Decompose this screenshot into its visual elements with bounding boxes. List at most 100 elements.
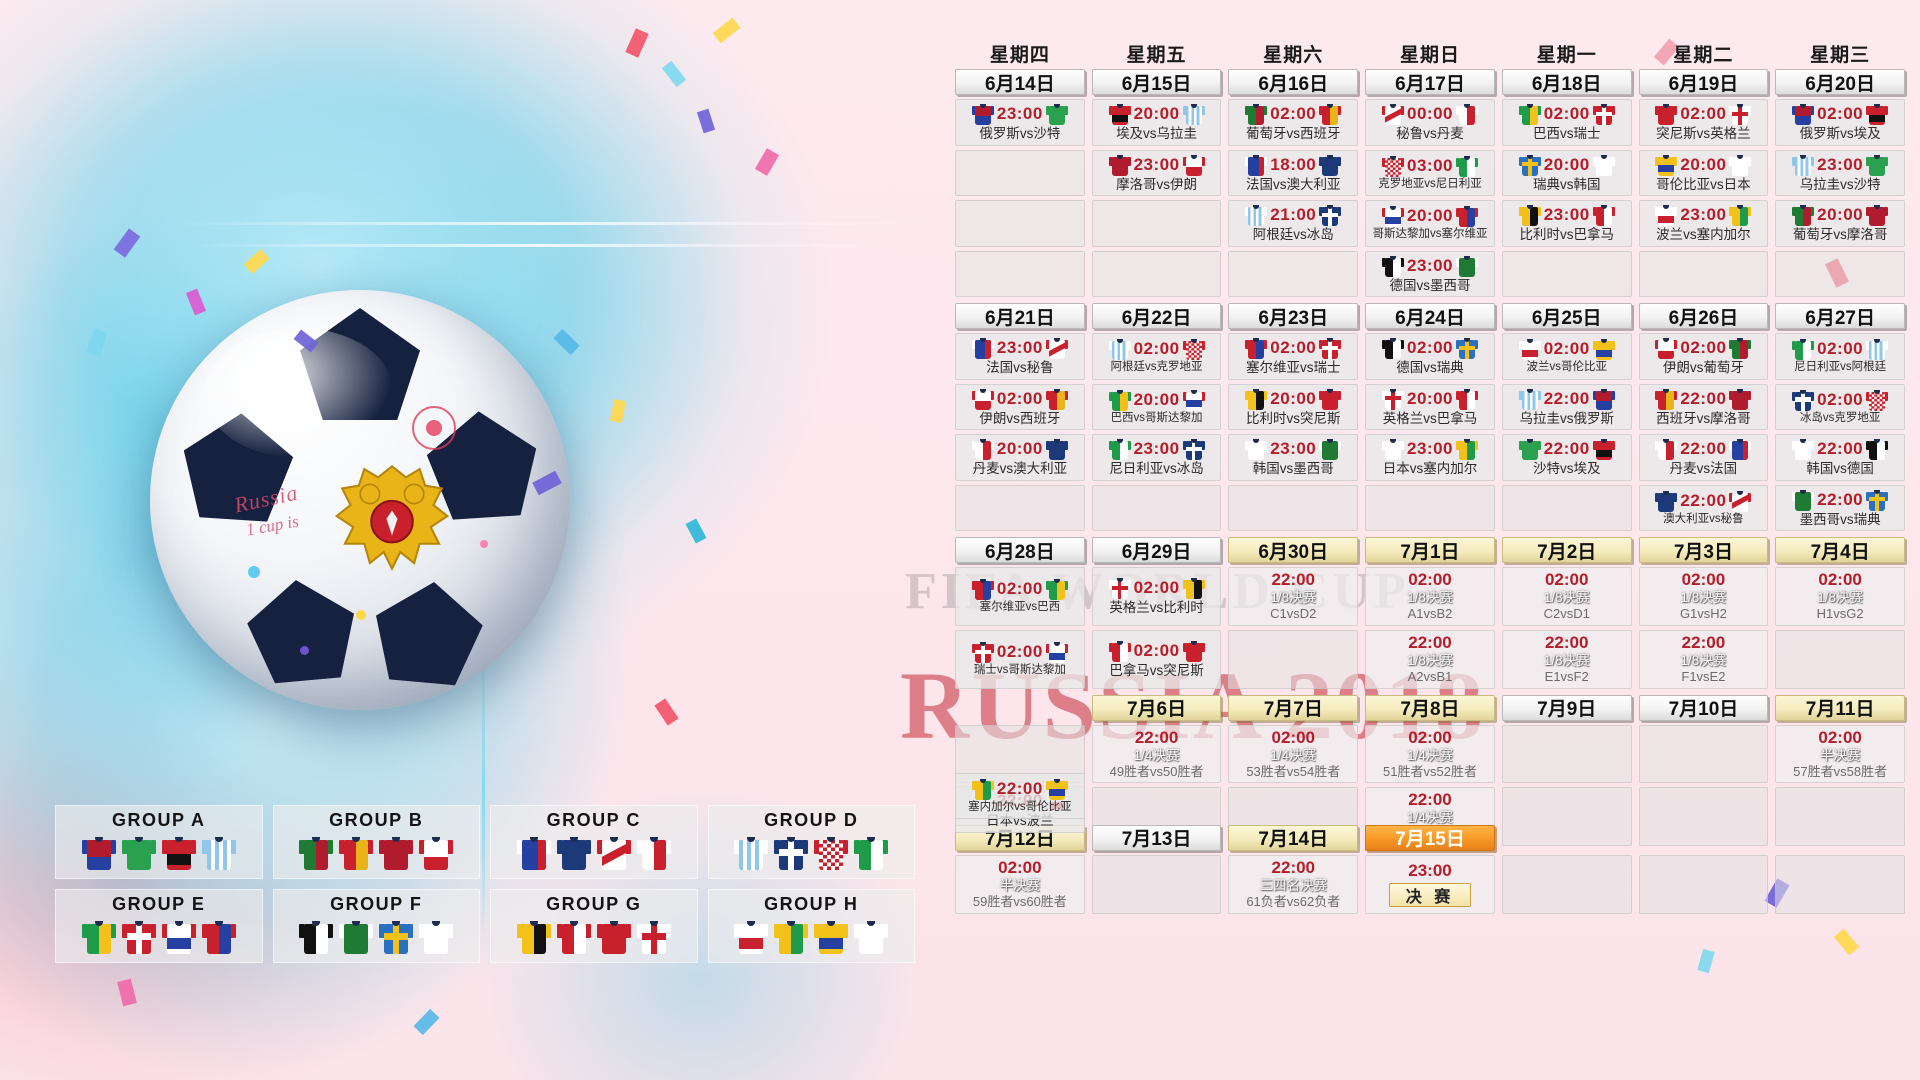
final-match-cell[interactable]: 23:00 决 赛 (1365, 854, 1495, 914)
date-cell-7月7日[interactable]: 7月7日 (1228, 694, 1359, 721)
knockout-match-cell[interactable]: 22:00 1/4决赛 49胜者vs50胜者 (1091, 724, 1222, 784)
match-cell[interactable]: 23:00 乌拉圭vs沙特 (1775, 149, 1905, 197)
match-cell[interactable]: 20:00 埃及vs乌拉圭 (1091, 99, 1222, 146)
knockout-match-cell[interactable]: 02:00 半决赛 57胜者vs58胜者 (1775, 724, 1905, 784)
match-cell[interactable]: 23:00 摩洛哥vs伊朗 (1091, 149, 1222, 197)
date-cell-6月25日[interactable]: 6月25日 (1501, 303, 1632, 330)
date-cell-6月22日[interactable]: 6月22日 (1091, 303, 1222, 330)
group-box-group-h[interactable]: GROUP H (707, 889, 915, 963)
group-box-group-f[interactable]: GROUP F (272, 889, 480, 963)
date-cell-6月29日[interactable]: 6月29日 (1091, 537, 1222, 564)
group-box-group-a[interactable]: GROUP A (55, 805, 263, 879)
match-cell[interactable]: 23:00 比利时vs巴拿马 (1501, 200, 1632, 247)
match-cell[interactable]: 20:00 哥斯达黎加vs塞尔维亚 (1365, 200, 1495, 247)
match-cell[interactable]: 02:00 伊朗vs西班牙 (955, 383, 1085, 431)
date-cell-6月28日[interactable]: 6月28日 (955, 537, 1085, 564)
match-cell[interactable]: 21:00 阿根廷vs冰岛 (1228, 200, 1359, 247)
group-box-group-e[interactable]: GROUP E (55, 889, 263, 963)
date-cell-6月18日[interactable]: 6月18日 (1501, 69, 1632, 95)
date-cell-6月23日[interactable]: 6月23日 (1228, 303, 1359, 330)
match-cell[interactable]: 20:00 瑞典vs韩国 (1501, 149, 1632, 197)
match-cell[interactable]: 02:00 俄罗斯vs埃及 (1775, 99, 1905, 146)
match-cell[interactable]: 02:00 英格兰vs比利时 (1091, 567, 1222, 626)
match-cell[interactable]: 22:00 塞内加尔vs哥伦比亚 (955, 772, 1085, 819)
match-cell[interactable]: 03:00 克罗地亚vs尼日利亚 (1365, 149, 1495, 197)
match-cell[interactable]: 22:00 乌拉圭vs俄罗斯 (1501, 383, 1632, 431)
date-cell-7月9日[interactable]: 7月9日 (1501, 694, 1632, 721)
match-cell[interactable]: 22:00 墨西哥vs瑞典 (1775, 484, 1905, 532)
date-cell-6月30日[interactable]: 6月30日 (1228, 537, 1359, 564)
match-cell[interactable]: 02:00 巴拿马vs突尼斯 (1091, 629, 1222, 689)
match-cell[interactable]: 02:00 葡萄牙vs西班牙 (1228, 99, 1359, 146)
match-cell[interactable]: 23:00 韩国vs墨西哥 (1228, 434, 1359, 481)
match-cell[interactable]: 02:00 波兰vs哥伦比亚 (1501, 333, 1632, 380)
match-cell[interactable]: 22:00 韩国vs德国 (1775, 434, 1905, 481)
date-cell-7月1日[interactable]: 7月1日 (1365, 537, 1495, 564)
date-cell-6月14日[interactable]: 6月14日 (955, 69, 1085, 95)
date-cell-6月27日[interactable]: 6月27日 (1775, 303, 1905, 330)
match-cell[interactable]: 23:00 尼日利亚vs冰岛 (1091, 434, 1222, 481)
date-cell-6月17日[interactable]: 6月17日 (1365, 69, 1495, 95)
match-cell[interactable]: 18:00 法国vs澳大利亚 (1228, 149, 1359, 197)
knockout-match-cell[interactable]: 22:00 三四名决赛 61负者vs62负者 (1228, 854, 1359, 914)
knockout-match-cell[interactable]: 02:00 1/4决赛 53胜者vs54胜者 (1228, 724, 1359, 784)
match-cell[interactable]: 20:00 比利时vs突尼斯 (1228, 383, 1359, 431)
match-cell[interactable]: 02:00 瑞士vs哥斯达黎加 (955, 629, 1085, 689)
match-cell[interactable]: 20:00 英格兰vs巴拿马 (1365, 383, 1495, 431)
match-cell[interactable]: 22:00 西班牙vs摩洛哥 (1638, 383, 1769, 431)
group-box-group-g[interactable]: GROUP G (490, 889, 698, 963)
date-cell-7月11日[interactable]: 7月11日 (1775, 694, 1905, 721)
date-cell-7月2日[interactable]: 7月2日 (1501, 537, 1632, 564)
group-box-group-c[interactable]: GROUP C (490, 805, 698, 879)
match-cell[interactable]: 02:00 冰岛vs克罗地亚 (1775, 383, 1905, 431)
knockout-match-cell[interactable]: 02:00 半决赛 59胜者vs60胜者 (955, 854, 1085, 914)
knockout-match-cell[interactable]: 02:00 1/8决赛 H1vsG2 (1775, 567, 1905, 626)
date-cell-6月21日[interactable]: 6月21日 (955, 303, 1085, 330)
match-cell[interactable]: 22:00 澳大利亚vs秘鲁 (1638, 484, 1769, 532)
match-cell[interactable]: 20:00 丹麦vs澳大利亚 (955, 434, 1085, 481)
knockout-match-cell[interactable]: 22:00 1/8决赛 E1vsF2 (1501, 629, 1632, 689)
knockout-match-cell[interactable]: 22:00 1/8决赛 A2vsB1 (1365, 629, 1495, 689)
date-cell-6月20日[interactable]: 6月20日 (1775, 69, 1905, 95)
match-cell[interactable]: 22:00 沙特vs埃及 (1501, 434, 1632, 481)
date-cell-7月6日[interactable]: 7月6日 (1091, 694, 1222, 721)
date-cell-7月3日[interactable]: 7月3日 (1638, 537, 1769, 564)
date-cell-7月4日[interactable]: 7月4日 (1775, 537, 1905, 564)
knockout-match-cell[interactable]: 22:00 1/8决赛 C1vsD2 (1228, 567, 1359, 626)
date-cell-6月16日[interactable]: 6月16日 (1228, 69, 1359, 95)
knockout-match-cell[interactable]: 02:00 1/8决赛 C2vsD1 (1501, 567, 1632, 626)
group-box-group-d[interactable]: GROUP D (707, 805, 915, 879)
match-cell[interactable]: 20:00 巴西vs哥斯达黎加 (1091, 383, 1222, 431)
knockout-match-cell[interactable]: 02:00 1/4决赛 51胜者vs52胜者 (1365, 724, 1495, 784)
date-cell-6月19日[interactable]: 6月19日 (1638, 69, 1769, 95)
match-cell[interactable]: 02:00 尼日利亚vs阿根廷 (1775, 333, 1905, 380)
date-cell-7月14日[interactable]: 7月14日 (1228, 824, 1359, 851)
match-cell[interactable]: 02:00 塞尔维亚vs瑞士 (1228, 333, 1359, 380)
match-cell[interactable]: 23:00 日本vs塞内加尔 (1365, 434, 1495, 481)
match-cell[interactable]: 02:00 德国vs瑞典 (1365, 333, 1495, 380)
knockout-match-cell[interactable]: 02:00 1/8决赛 A1vsB2 (1365, 567, 1495, 626)
match-cell[interactable]: 20:00 葡萄牙vs摩洛哥 (1775, 200, 1905, 247)
match-cell[interactable]: 02:00 塞尔维亚vs巴西 (955, 567, 1085, 626)
match-cell[interactable]: 02:00 巴西vs瑞士 (1501, 99, 1632, 146)
date-cell-7月15日[interactable]: 7月15日 (1365, 824, 1495, 851)
match-cell[interactable]: 20:00 哥伦比亚vs日本 (1638, 149, 1769, 197)
match-cell[interactable]: 02:00 阿根廷vs克罗地亚 (1091, 333, 1222, 380)
match-cell[interactable]: 23:00 波兰vs塞内加尔 (1638, 200, 1769, 247)
date-cell-6月26日[interactable]: 6月26日 (1638, 303, 1769, 330)
date-cell-7月10日[interactable]: 7月10日 (1638, 694, 1769, 721)
group-box-group-b[interactable]: GROUP B (272, 805, 480, 879)
date-cell-7月8日[interactable]: 7月8日 (1365, 694, 1495, 721)
match-cell[interactable]: 23:00 德国vs墨西哥 (1365, 250, 1495, 298)
knockout-match-cell[interactable]: 02:00 1/8决赛 G1vsH2 (1638, 567, 1769, 626)
match-cell[interactable]: 22:00 丹麦vs法国 (1638, 434, 1769, 481)
date-cell-7月13日[interactable]: 7月13日 (1091, 824, 1222, 851)
match-cell[interactable]: 02:00 伊朗vs葡萄牙 (1638, 333, 1769, 380)
match-cell[interactable]: 23:00 法国vs秘鲁 (955, 333, 1085, 380)
match-cell[interactable]: 23:00 俄罗斯vs沙特 (955, 99, 1085, 146)
knockout-match-cell[interactable]: 22:00 1/8决赛 F1vsE2 (1638, 629, 1769, 689)
match-cell[interactable]: 02:00 突尼斯vs英格兰 (1638, 99, 1769, 146)
date-cell-6月24日[interactable]: 6月24日 (1365, 303, 1495, 330)
match-cell[interactable]: 00:00 秘鲁vs丹麦 (1365, 99, 1495, 146)
date-cell-6月15日[interactable]: 6月15日 (1091, 69, 1222, 95)
